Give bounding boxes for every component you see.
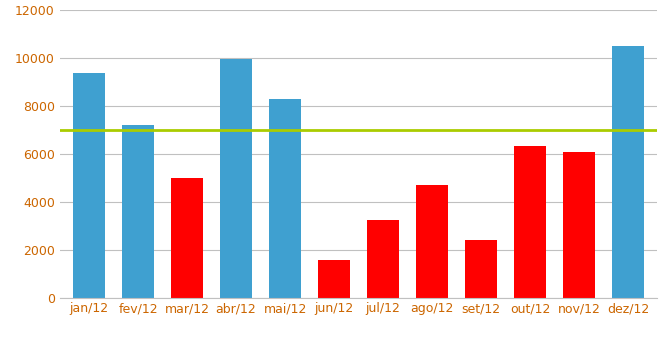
Bar [514,146,546,298]
Bar [367,220,399,298]
Bar [220,60,252,298]
Bar [318,261,350,298]
Bar [269,99,301,298]
Bar [612,46,644,298]
Bar [416,185,448,298]
Bar [122,125,154,298]
Bar [171,178,203,298]
Bar [73,73,105,298]
Bar [465,240,497,298]
Bar [563,152,595,298]
